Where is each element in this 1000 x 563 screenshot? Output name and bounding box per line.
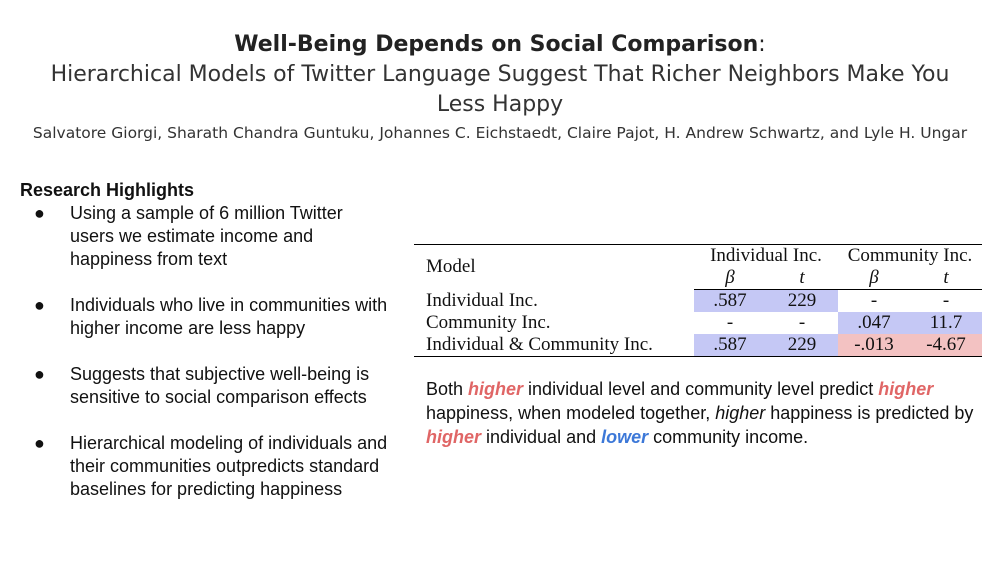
poster-header: Well-Being Depends on Social Comparison:… — [0, 30, 1000, 144]
highlight-text: Hierarchical modeling of individuals and… — [70, 433, 388, 499]
cell-com-t: -4.67 — [910, 334, 982, 357]
summary-text: happiness is predicted by — [765, 403, 974, 423]
summary-text: happiness, when modeled together, — [426, 403, 716, 423]
emphasis-higher-plain: higher — [715, 403, 766, 423]
model-column-header: Model — [426, 256, 476, 278]
results-summary: Both higher individual level and communi… — [426, 377, 986, 449]
beta-header: β — [694, 267, 766, 290]
table-row: Community Inc. - - .047 11.7 — [414, 312, 982, 334]
bullet-icon: ● — [34, 364, 45, 384]
cell-com-beta: -.013 — [838, 334, 910, 357]
emphasis-higher: higher — [878, 379, 934, 399]
table-subheader-row: β t β t — [414, 267, 982, 290]
highlights-title: Research Highlights — [20, 180, 195, 200]
summary-text: community income. — [648, 427, 809, 447]
bullet-icon: ● — [34, 295, 45, 315]
row-label: Individual & Community Inc. — [414, 334, 694, 357]
research-highlights: Research Highlights ● Using a sample of 6… — [20, 178, 410, 524]
results-table-container: Model Individual Inc. Community Inc. β t… — [414, 244, 982, 357]
cell-ind-t: 229 — [766, 334, 838, 357]
summary-text: individual level and community level pre… — [523, 379, 879, 399]
highlight-item: ● Using a sample of 6 million Twitter use… — [20, 202, 390, 271]
table-row: Individual Inc. .587 229 - - — [414, 289, 982, 312]
cell-com-t: - — [942, 290, 950, 311]
title-colon: : — [758, 32, 766, 57]
summary-text: individual and — [481, 427, 602, 447]
emphasis-lower: lower — [601, 427, 649, 447]
poster-subtitle: Hierarchical Models of Twitter Language … — [50, 62, 950, 117]
highlight-item: ● Individuals who live in communities wit… — [20, 294, 390, 340]
title-main: Well-Being Depends on Social Comparison — [234, 32, 759, 57]
individual-inc-header: Individual Inc. — [710, 245, 822, 266]
author-list: Salvatore Giorgi, Sharath Chandra Guntuk… — [32, 124, 968, 142]
highlights-list: ● Using a sample of 6 million Twitter use… — [20, 202, 410, 501]
cell-com-beta: .047 — [838, 312, 910, 334]
cell-com-beta: - — [870, 290, 878, 311]
cell-ind-beta: - — [726, 312, 734, 333]
emphasis-higher: higher — [426, 427, 482, 447]
cell-ind-t: - — [798, 312, 806, 333]
results-table: Model Individual Inc. Community Inc. β t… — [414, 244, 982, 357]
highlight-text: Suggests that subjective well-being is s… — [70, 364, 370, 407]
table-row: Individual & Community Inc. .587 229 -.0… — [414, 334, 982, 357]
highlight-text: Individuals who live in communities with… — [70, 295, 388, 338]
beta-header: β — [838, 267, 910, 290]
cell-ind-t: 229 — [766, 289, 838, 312]
community-inc-header: Community Inc. — [847, 245, 973, 266]
highlight-text: Using a sample of 6 million Twitter user… — [70, 203, 343, 269]
cell-ind-beta: .587 — [694, 289, 766, 312]
row-label: Community Inc. — [426, 312, 551, 333]
poster-title: Well-Being Depends on Social Comparison: — [0, 30, 1000, 60]
bullet-icon: ● — [34, 203, 45, 223]
t-header: t — [766, 267, 838, 290]
table-header-row: Model Individual Inc. Community Inc. — [414, 244, 982, 277]
row-label: Individual Inc. — [426, 289, 538, 311]
emphasis-higher: higher — [468, 379, 524, 399]
cell-com-t: 11.7 — [910, 312, 982, 334]
t-header: t — [910, 267, 982, 290]
highlight-item: ● Hierarchical modeling of individuals an… — [20, 432, 390, 501]
bullet-icon: ● — [34, 433, 45, 453]
summary-text: Both — [426, 379, 469, 399]
highlight-item: ● Suggests that subjective well-being is … — [20, 363, 390, 409]
cell-ind-beta: .587 — [694, 334, 766, 357]
